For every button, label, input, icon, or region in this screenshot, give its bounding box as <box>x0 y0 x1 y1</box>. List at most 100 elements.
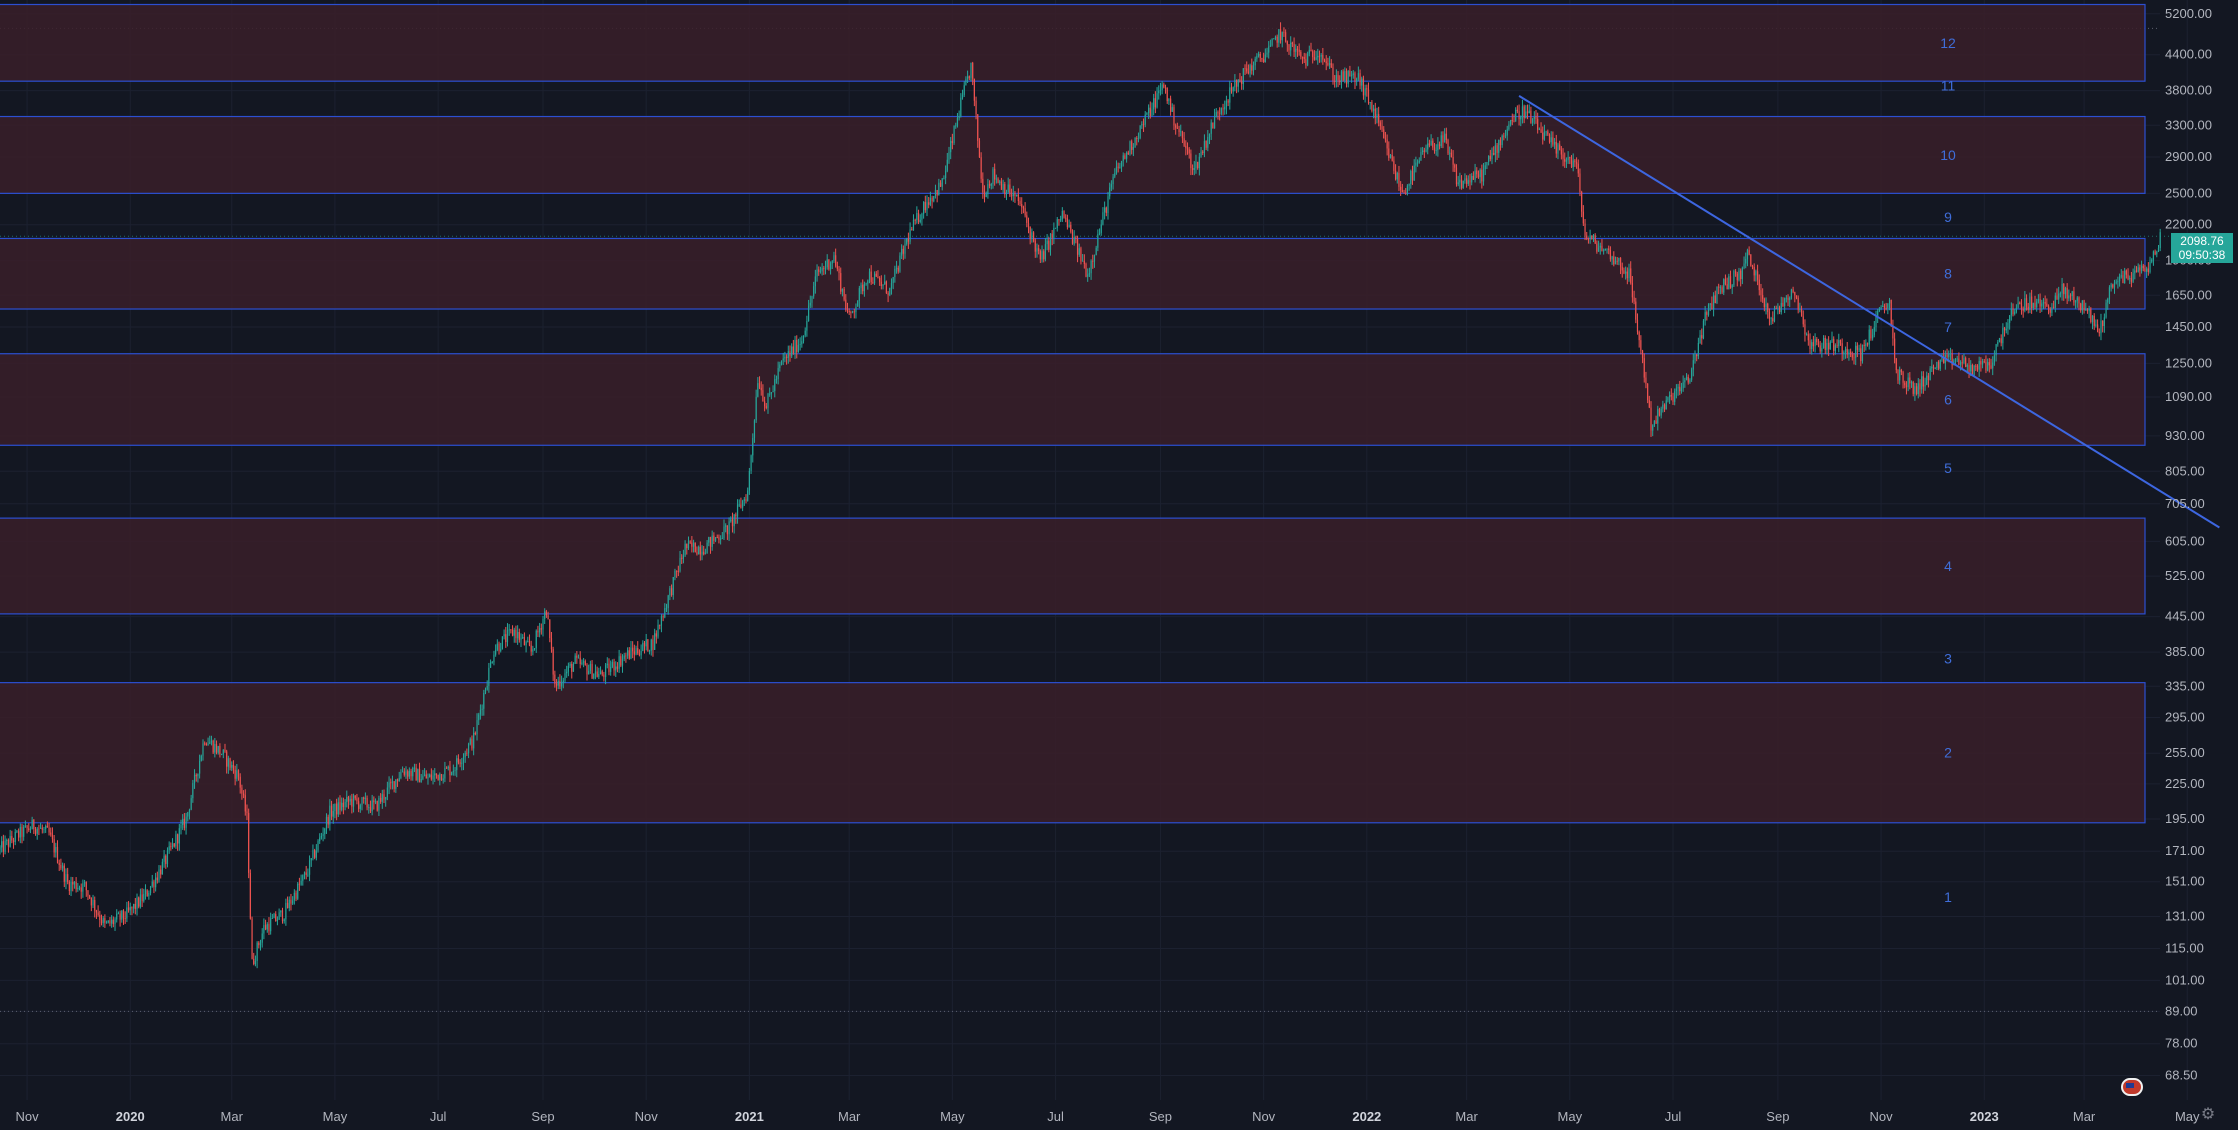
candle-body <box>1899 369 1901 381</box>
candle-body <box>2027 306 2029 310</box>
candle-body <box>1300 51 1302 57</box>
candle-body <box>2012 308 2014 315</box>
candle-body <box>907 238 909 242</box>
candle-body <box>320 835 323 838</box>
candle-body <box>1131 141 1133 150</box>
range-zones <box>0 3 2146 824</box>
candle-body <box>511 629 514 636</box>
candle-body <box>1860 348 1862 362</box>
candle-body <box>210 740 213 743</box>
candle-body <box>2059 293 2061 295</box>
candle-body <box>576 655 578 658</box>
time-axis[interactable]: Nov 2020 Mar May Jul Sep Nov 2021 Mar May Jul Sep No… <box>16 1109 2201 1124</box>
candle-body <box>1733 271 1735 286</box>
candle-body <box>564 673 566 681</box>
candle-body <box>1738 270 1740 281</box>
candle-body <box>111 919 113 924</box>
price-axis[interactable]: 5200.00 4400.00 3800.00 3300.00 2900.00 2500.… <box>2165 6 2212 1083</box>
candle-body <box>1259 53 1261 59</box>
candle-body <box>1197 161 1199 169</box>
candle-body <box>38 828 40 830</box>
candle-body <box>1452 156 1454 165</box>
candle-body <box>1572 160 1574 168</box>
candle-body <box>139 894 142 907</box>
candle-body <box>1330 63 1332 68</box>
candle-body <box>175 834 177 847</box>
candle-body <box>770 392 772 394</box>
candle-body <box>672 577 674 596</box>
candle-body <box>785 356 788 358</box>
candle-body <box>1756 271 1759 280</box>
candle-body <box>801 341 803 345</box>
candle-body <box>1359 73 1361 86</box>
candle-body <box>1070 224 1072 232</box>
candle-body <box>1826 342 1828 350</box>
candle-body <box>2032 302 2034 309</box>
candle-body <box>420 778 422 783</box>
candle-body <box>1790 289 1793 298</box>
candle-body <box>572 663 575 672</box>
candle-body <box>1833 338 1835 351</box>
candle-body <box>1080 248 1082 262</box>
candle-body <box>395 779 397 789</box>
candle-body <box>1438 144 1441 147</box>
candle-body <box>1235 80 1238 87</box>
candle-body <box>496 643 498 650</box>
candle-body <box>163 855 165 862</box>
candle-body <box>290 899 292 904</box>
candle-body <box>388 782 390 788</box>
candle-body <box>2049 309 2051 313</box>
candle-body <box>1100 224 1102 233</box>
candle-body <box>1098 232 1101 235</box>
trendline-layer[interactable] <box>1518 95 2220 529</box>
candle-body <box>577 657 580 659</box>
candle-body <box>483 692 485 709</box>
candle-body <box>133 903 135 909</box>
candle-body <box>1866 343 1869 345</box>
candle-body <box>1078 248 1080 255</box>
candle-body <box>1305 59 1307 66</box>
candle-body <box>958 116 960 119</box>
y-tick-label: 1090.00 <box>2165 389 2212 404</box>
candle-body <box>1325 61 1327 64</box>
candle-body <box>505 634 507 643</box>
candle-body <box>418 769 421 783</box>
candle-body <box>515 629 517 639</box>
candle-body <box>902 248 904 254</box>
candle-body <box>706 542 708 554</box>
candle-body <box>1789 297 1791 301</box>
candle-body <box>721 538 723 540</box>
candle-body <box>928 202 930 205</box>
candle-body <box>41 827 43 830</box>
candle-body <box>1372 108 1375 111</box>
candle-body <box>916 212 918 221</box>
candle-body <box>165 855 167 864</box>
candle-body <box>273 914 275 919</box>
candle-body <box>1684 380 1686 383</box>
candle-body <box>1494 145 1496 155</box>
candle-body <box>1743 263 1745 268</box>
candle-body <box>39 827 42 829</box>
gear-icon[interactable]: ⚙ <box>2200 1106 2216 1123</box>
candle-body <box>1650 407 1652 431</box>
candle-body <box>1354 73 1356 82</box>
candle-body <box>381 794 383 802</box>
candle-body <box>1029 227 1031 239</box>
candle-body <box>2009 315 2011 323</box>
candle-body <box>1941 357 1943 360</box>
candle-body <box>1185 145 1187 148</box>
candle-body <box>726 525 728 535</box>
candle-body <box>2068 295 2070 299</box>
candle-body <box>1347 70 1349 84</box>
candle-body <box>740 504 742 508</box>
candle-body <box>104 918 106 923</box>
candle-body <box>183 818 185 828</box>
us-flag-icon[interactable] <box>2121 1078 2143 1096</box>
candle-body <box>562 680 564 683</box>
candle-body <box>310 858 312 861</box>
candle-body <box>1755 271 1757 276</box>
candle-body <box>1851 354 1853 358</box>
candle-body <box>1229 87 1231 103</box>
zone-label: 4 <box>1944 558 1952 574</box>
